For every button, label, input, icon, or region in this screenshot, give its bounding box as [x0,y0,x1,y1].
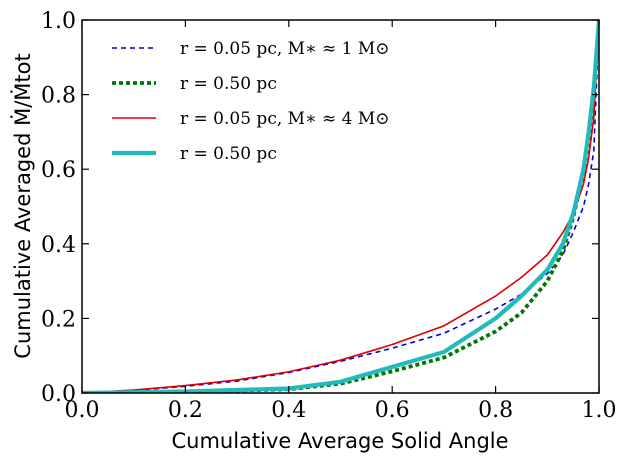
y-tick-label: 1.0 [41,9,76,34]
series-layer [82,20,599,393]
x-tick-label: 0.8 [478,398,513,423]
y-tick-label: 0.6 [41,158,76,183]
legend-label-3: r = 0.05 pc, M∗ ≈ 4 M⊙ [180,109,390,129]
x-tick-label: 1.0 [582,398,617,423]
series-line-3 [82,20,599,393]
y-tick-label: 0.0 [41,382,76,407]
series-line-2 [82,20,599,393]
plot-frame [81,19,600,394]
series-line-1 [82,20,599,393]
x-tick-label: 0.2 [168,398,203,423]
y-axis-label: Cumulative Averaged Ṁ/Ṁtot [10,53,35,358]
x-tick-label: 0.6 [375,398,410,423]
x-axis-label: Cumulative Average Solid Angle [171,429,508,453]
y-tick-label: 0.8 [41,84,76,109]
legend-label-2: r = 0.50 pc [180,74,277,94]
x-tick-label: 0.4 [271,398,306,423]
y-tick-label: 0.4 [41,233,76,258]
series-line-4 [82,20,599,393]
legend-label-1: r = 0.05 pc, M∗ ≈ 1 M⊙ [180,39,390,59]
ticks-layer: 0.0 0.2 0.4 0.6 0.8 1.0 0.0 0.2 0.4 0.6 0.8 1.0 [41,9,617,423]
x-tick-label: 0.0 [65,398,100,423]
plot-area [81,19,600,394]
legend-label-4: r = 0.50 pc [180,144,277,164]
legend: r = 0.05 pc, M∗ ≈ 1 M⊙ r = 0.50 pc r = 0.0… [112,39,390,164]
y-tick-label: 0.2 [41,307,76,332]
